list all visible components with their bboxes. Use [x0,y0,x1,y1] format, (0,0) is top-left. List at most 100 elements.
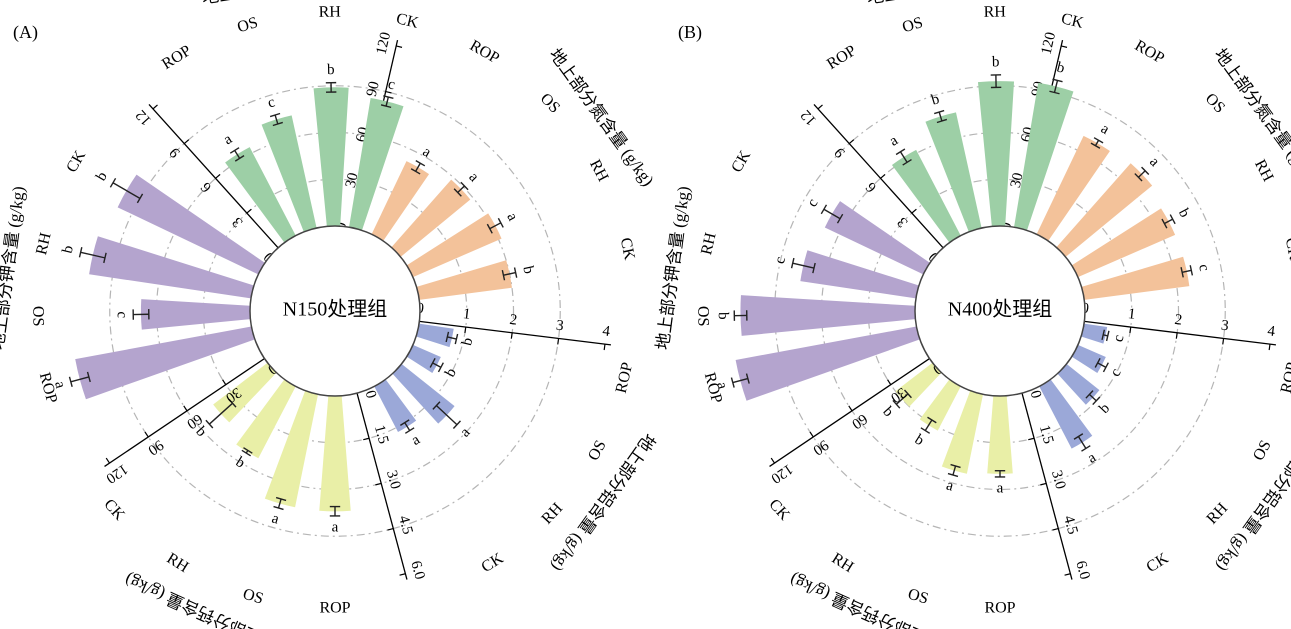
category-label: CK [728,147,754,175]
axis-tick-label: 1.5 [371,423,391,445]
axis-tick [399,573,406,576]
error-bar [1049,78,1063,95]
bar-n-rop [371,161,430,241]
error-bar-cap [1081,445,1091,452]
bar-p-ck [349,98,404,231]
significance-letter: b [459,336,476,347]
value-axis [769,357,930,467]
category-label: RH [829,550,857,576]
error-bar [934,109,948,124]
sector-k: aROPbOScRHcCK0306090120地上部分钾含量 (g/kg) [653,147,945,486]
axis-tick-label: 120 [1039,31,1060,57]
bar-ca-os [264,390,319,508]
significance-letter: b [60,244,77,255]
error-bar [410,160,426,175]
significance-letter: a [457,424,473,440]
bar-n-ck [416,260,512,300]
error-bar-cap [1049,90,1060,95]
error-bar-cap [269,112,281,118]
axis-tick [809,431,814,438]
bar-k-rop [75,326,255,400]
sector-k: aROPcOSbRHbCK0306090120地上部分钾含量 (g/kg) [0,147,280,486]
error-bar-stem [489,222,502,230]
bar-k-ck [824,201,930,275]
error-bar-cap [399,419,410,426]
error-bar [1180,265,1194,278]
axis-tick [152,104,158,110]
error-bar-stem [952,465,957,476]
sector-al: bROPbOSaRHaCK01234地上部分铝含量 (g/kg) [374,300,659,576]
error-bar [241,447,253,457]
axis-tick-label: 2 [1174,312,1183,329]
error-bar-cap [103,252,107,264]
axis-tick [363,437,370,441]
significance-letter: b [1175,206,1193,220]
error-bar [1101,329,1110,342]
bar-n-os [1056,163,1153,257]
error-bar [895,148,912,166]
error-bar-stem [1164,218,1174,225]
bar-p-rop [225,147,296,243]
error-bar-cap [501,269,506,281]
category-label: RH [984,4,1007,21]
category-label: RH [33,231,55,257]
error-bar-cap [1102,362,1109,373]
error-bar-stem [274,114,279,125]
error-bar-cap [1134,173,1143,182]
bar-n-ck [1081,256,1190,300]
category-label: ROP [701,371,726,406]
error-bar-stem [899,151,908,163]
bar-n-rh [406,213,502,278]
error-bar-cap [902,158,912,166]
error-bar-cap [109,177,117,188]
error-bar-stem [1138,170,1146,178]
category-label: ROP [159,42,194,73]
axis-tick [1268,344,1271,351]
significance-letter: b [715,312,731,320]
error-bar-cap [78,247,83,258]
category-label: CK [617,236,638,262]
bar-p-rh [313,87,349,227]
axis-tick-label: 1 [462,306,471,323]
error-bar-cap [234,155,245,162]
axis-tick [817,104,823,110]
error-bar-cap [229,147,240,154]
error-bar-cap [947,472,959,478]
bar-k-rh [89,236,254,299]
error-bar [1161,214,1176,229]
error-bar-cap [228,398,237,408]
error-bar-cap [927,416,937,424]
bar-al-os [1071,344,1106,373]
value-axis [104,357,265,467]
error-bar-stem [823,208,841,220]
value-axis [1021,392,1073,580]
bar-n-rop [1036,135,1110,241]
significance-letter: c [1107,366,1124,380]
error-bar-stem [404,422,411,432]
error-bar-cap [1189,265,1194,276]
error-bar-cap [1090,142,1101,149]
significance-letter: c [1110,333,1127,343]
axis-tick-label: 6.0 [1072,559,1092,581]
error-bar [399,419,415,434]
error-bar-stem [112,182,141,199]
category-label: OS [1202,90,1228,117]
category-label: ROP [36,371,61,406]
error-bar-cap [410,168,421,175]
error-bar [445,331,459,345]
category-label: CK [479,550,507,576]
sector-p: aROPbOSbRHbCK036912地上部分磷含量 (g/kg) [798,0,1086,265]
axis-tick [1052,527,1059,531]
grid-circle [202,178,468,444]
category-label: CK [100,496,128,524]
error-bar-cap [1180,267,1184,278]
error-bar-cap [86,371,91,383]
error-bar [453,181,469,197]
category-label: OS [235,14,260,36]
bar-al-ck [1039,379,1093,449]
error-bar [109,177,144,204]
error-bar-cap [437,362,444,373]
category-label: RH [539,499,567,527]
significance-letter: a [51,379,68,390]
category-label: CK [1144,550,1172,576]
